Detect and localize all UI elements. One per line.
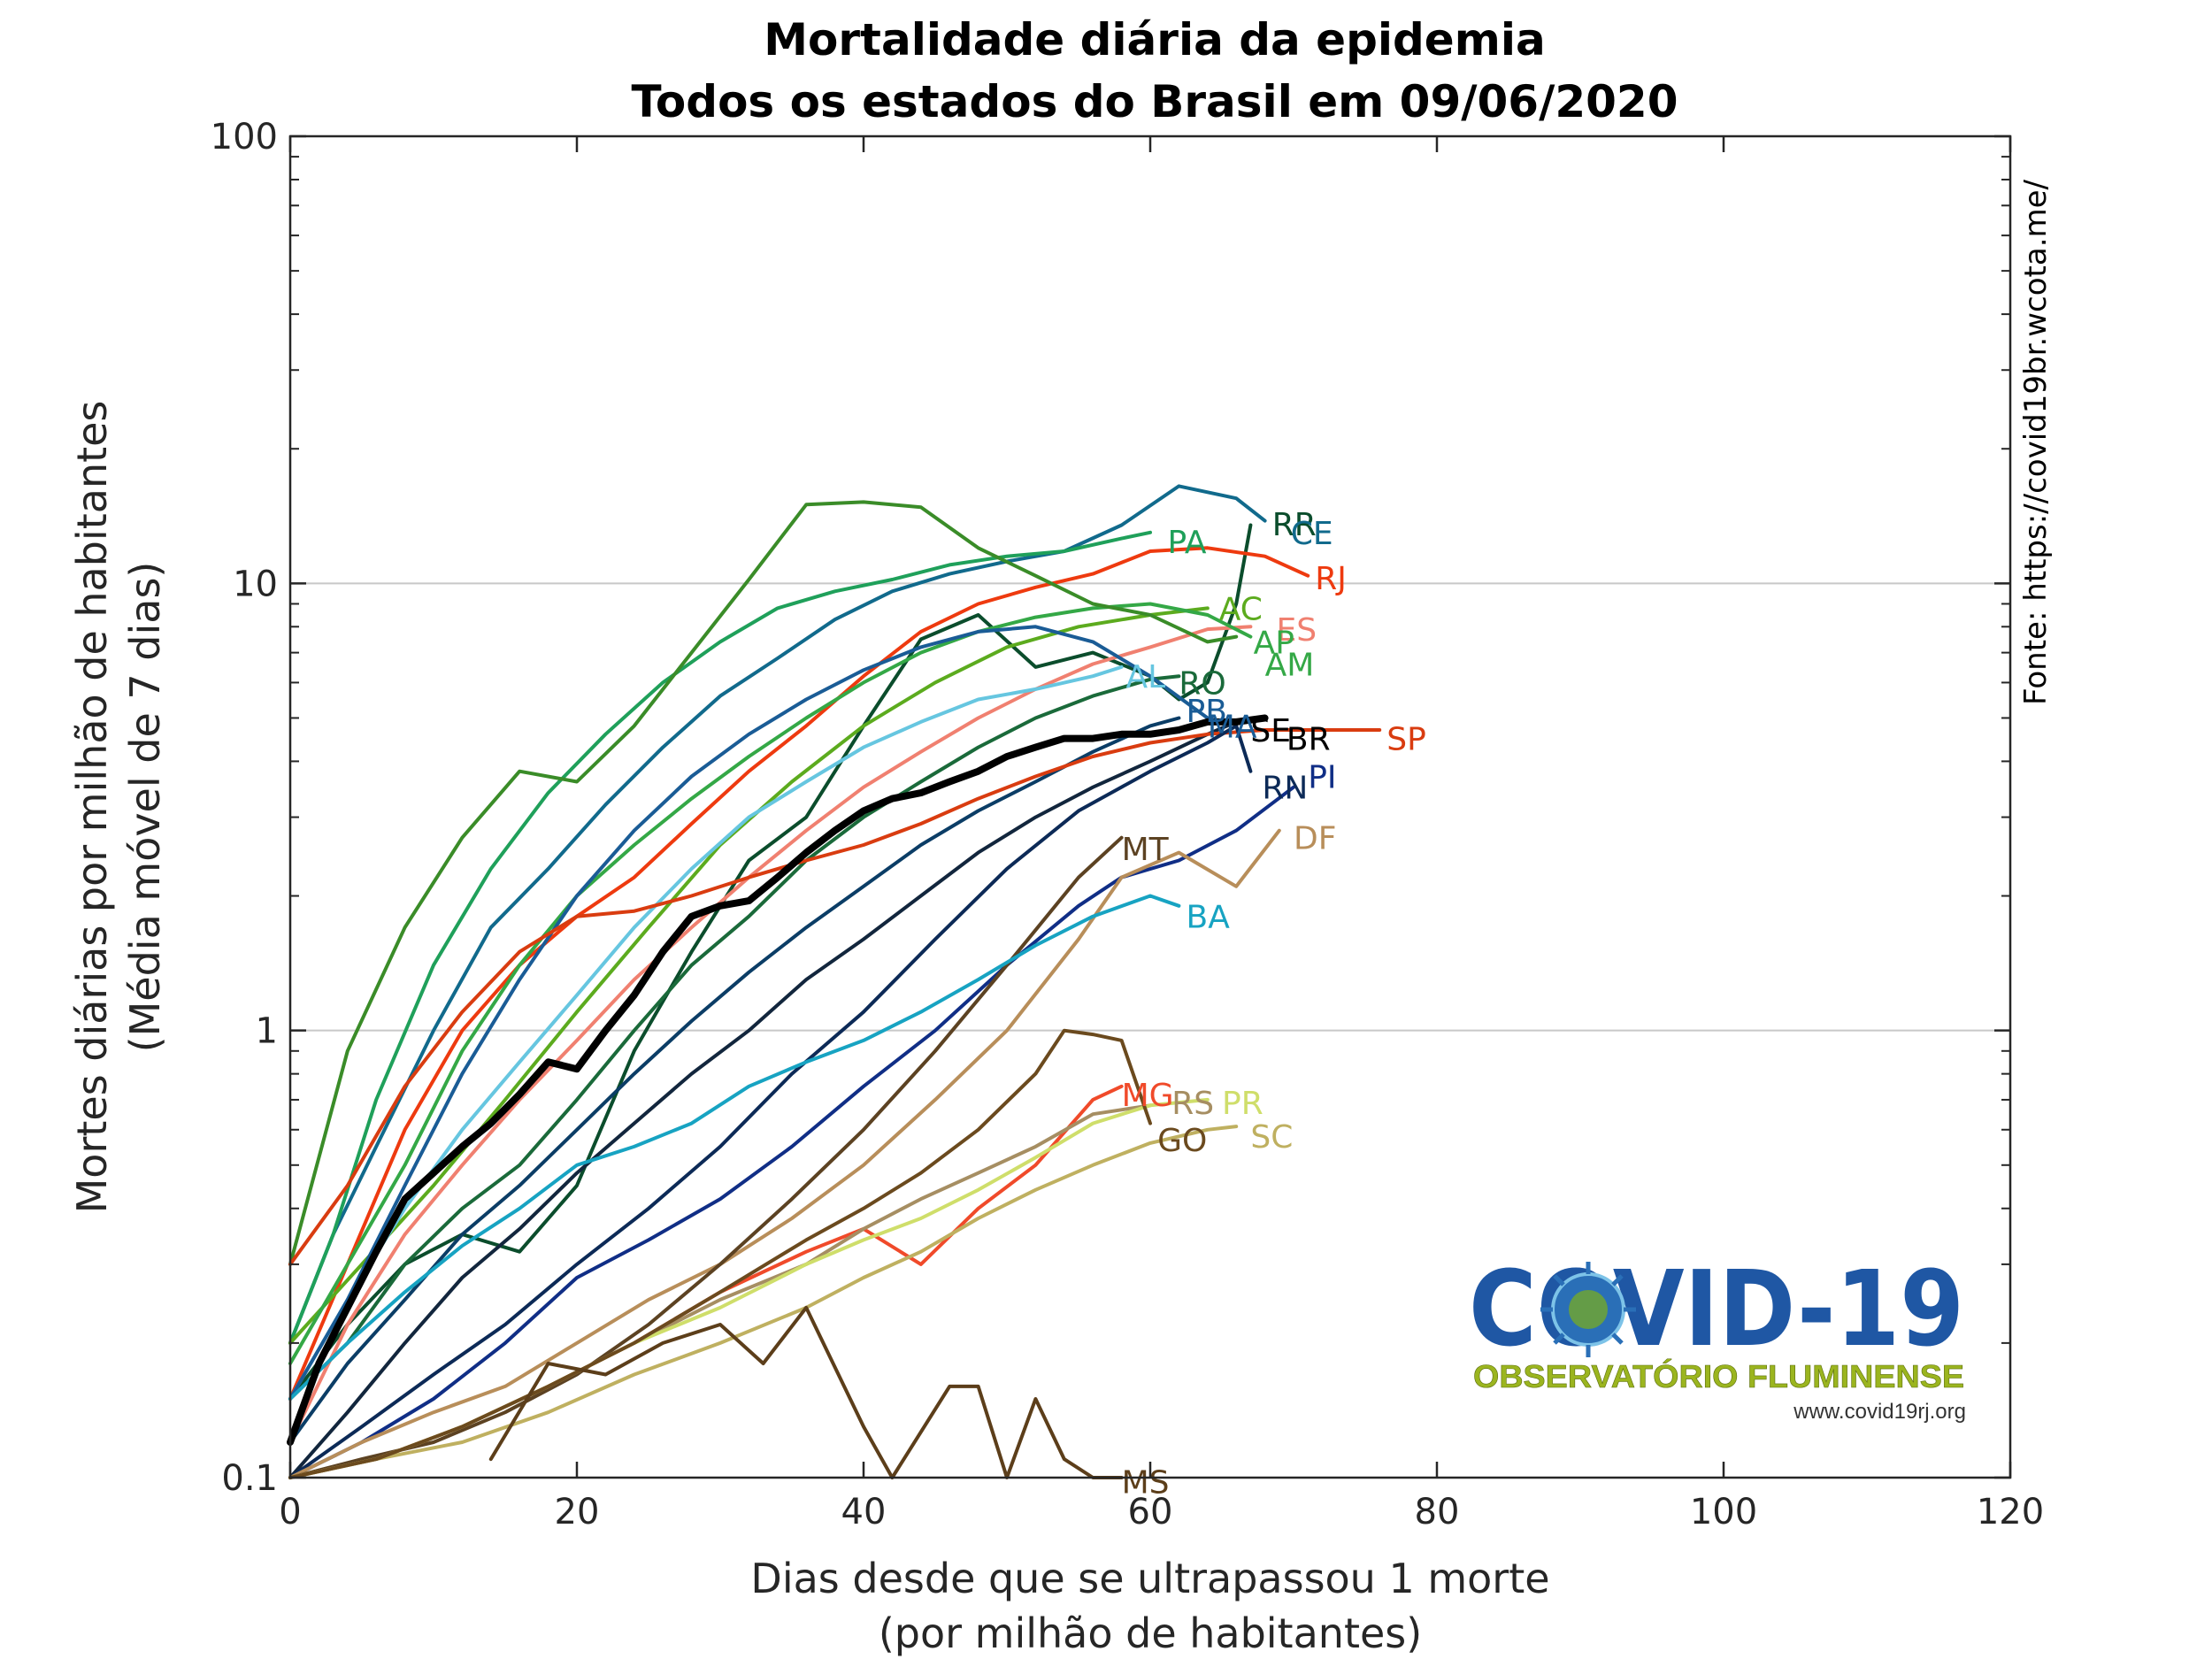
source-label: Fonte: https://covid19br.wcota.me/ xyxy=(2018,179,2054,705)
series-label-pa: PA xyxy=(1167,525,1206,561)
x-tick-label: 100 xyxy=(1690,1492,1757,1532)
series-line-df xyxy=(288,828,1281,1479)
y-axis-title-line2: (Média móvel de 7 dias) xyxy=(121,562,169,1053)
series-line-am xyxy=(288,500,1239,1266)
y-tick-label: 0.1 xyxy=(221,1458,278,1499)
plot-border xyxy=(288,134,2012,1479)
series-line-sp xyxy=(288,728,1382,1266)
series-label-ap: AP xyxy=(1254,625,1294,661)
series-line-se xyxy=(288,719,1239,1479)
series-label-al: AL xyxy=(1125,659,1165,695)
series-label-rr: RR xyxy=(1272,507,1317,543)
series-label-pi: PI xyxy=(1308,760,1336,796)
series-label-se: SE xyxy=(1250,713,1291,749)
series-label-pb: PB xyxy=(1187,694,1227,730)
series-line-go xyxy=(288,1028,1152,1479)
series-label-rs: RS xyxy=(1171,1086,1214,1122)
series-label-df: DF xyxy=(1294,821,1336,857)
logo-subtitle: OBSERVATÓRIO FLUMINENSE xyxy=(1473,1357,1964,1394)
series-line-rn xyxy=(288,724,1253,1479)
series-line-br xyxy=(287,714,1269,1446)
y-tick-label: 100 xyxy=(211,117,278,157)
chart-subtitle: Todos os estados do Brasil em 09/06/2020 xyxy=(631,76,1678,127)
series-label-ac: AC xyxy=(1219,591,1263,627)
virus-icon xyxy=(1540,1262,1636,1357)
series-line-pa xyxy=(288,530,1152,1345)
series-line-ma xyxy=(288,625,1210,1401)
series-label-ma: MA xyxy=(1208,709,1257,745)
series-label-mt: MT xyxy=(1122,832,1170,868)
plot-area xyxy=(290,136,2010,1478)
series-label-am: AM xyxy=(1265,648,1315,684)
series-label-br: BR xyxy=(1286,722,1331,758)
series-line-ce xyxy=(288,484,1267,1345)
series-line-ro xyxy=(288,674,1181,1401)
x-axis-title-line2: (por milhão de habitantes) xyxy=(879,1609,1422,1657)
x-tick-label: 0 xyxy=(279,1492,301,1532)
series-line-mt xyxy=(288,835,1124,1479)
series-label-rj: RJ xyxy=(1315,561,1347,597)
series-line-es xyxy=(288,625,1253,1444)
series-line-pb xyxy=(288,716,1181,1444)
series-label-ba: BA xyxy=(1187,900,1231,936)
x-tick-label: 60 xyxy=(1128,1492,1173,1532)
y-tick-label: 10 xyxy=(233,564,278,604)
series-label-ms: MS xyxy=(1122,1464,1170,1501)
covid19-logo: COVID-19 OBSERVATÓRIO FLUMINENSE www.cov… xyxy=(1469,1248,1966,1424)
series-label-rn: RN xyxy=(1262,771,1308,807)
series-line-ba xyxy=(288,894,1181,1401)
series-label-mg: MG xyxy=(1122,1078,1174,1114)
series-lines xyxy=(287,484,1382,1479)
series-label-sp: SP xyxy=(1386,722,1426,758)
logo-url: www.covid19rj.org xyxy=(1793,1400,1966,1424)
y-axis-title-line1: Mortes diárias por milhão de habitantes xyxy=(68,401,116,1214)
series-line-ms xyxy=(488,1305,1124,1479)
series-line-sc xyxy=(288,1125,1239,1479)
y-tick-label: 1 xyxy=(256,1011,278,1052)
series-label-ce: CE xyxy=(1291,516,1333,552)
series-label-ro: RO xyxy=(1179,665,1225,702)
series-line-rj xyxy=(288,546,1310,1401)
series-label-pr: PR xyxy=(1222,1086,1263,1122)
series-line-pi xyxy=(288,785,1295,1479)
x-tick-label: 120 xyxy=(1977,1492,2044,1532)
x-tick-label: 40 xyxy=(841,1492,887,1532)
gridlines xyxy=(290,582,2010,1032)
x-tick-label: 20 xyxy=(555,1492,600,1532)
chart-title: Mortalidade diária da epidemia xyxy=(764,14,1545,65)
series-label-sc: SC xyxy=(1250,1119,1293,1156)
series-label-go: GO xyxy=(1157,1123,1207,1159)
x-axis-title-line1: Dias desde que se ultrapassou 1 morte xyxy=(750,1555,1549,1602)
x-tick-label: 80 xyxy=(1415,1492,1460,1532)
series-label-es: ES xyxy=(1277,612,1317,649)
